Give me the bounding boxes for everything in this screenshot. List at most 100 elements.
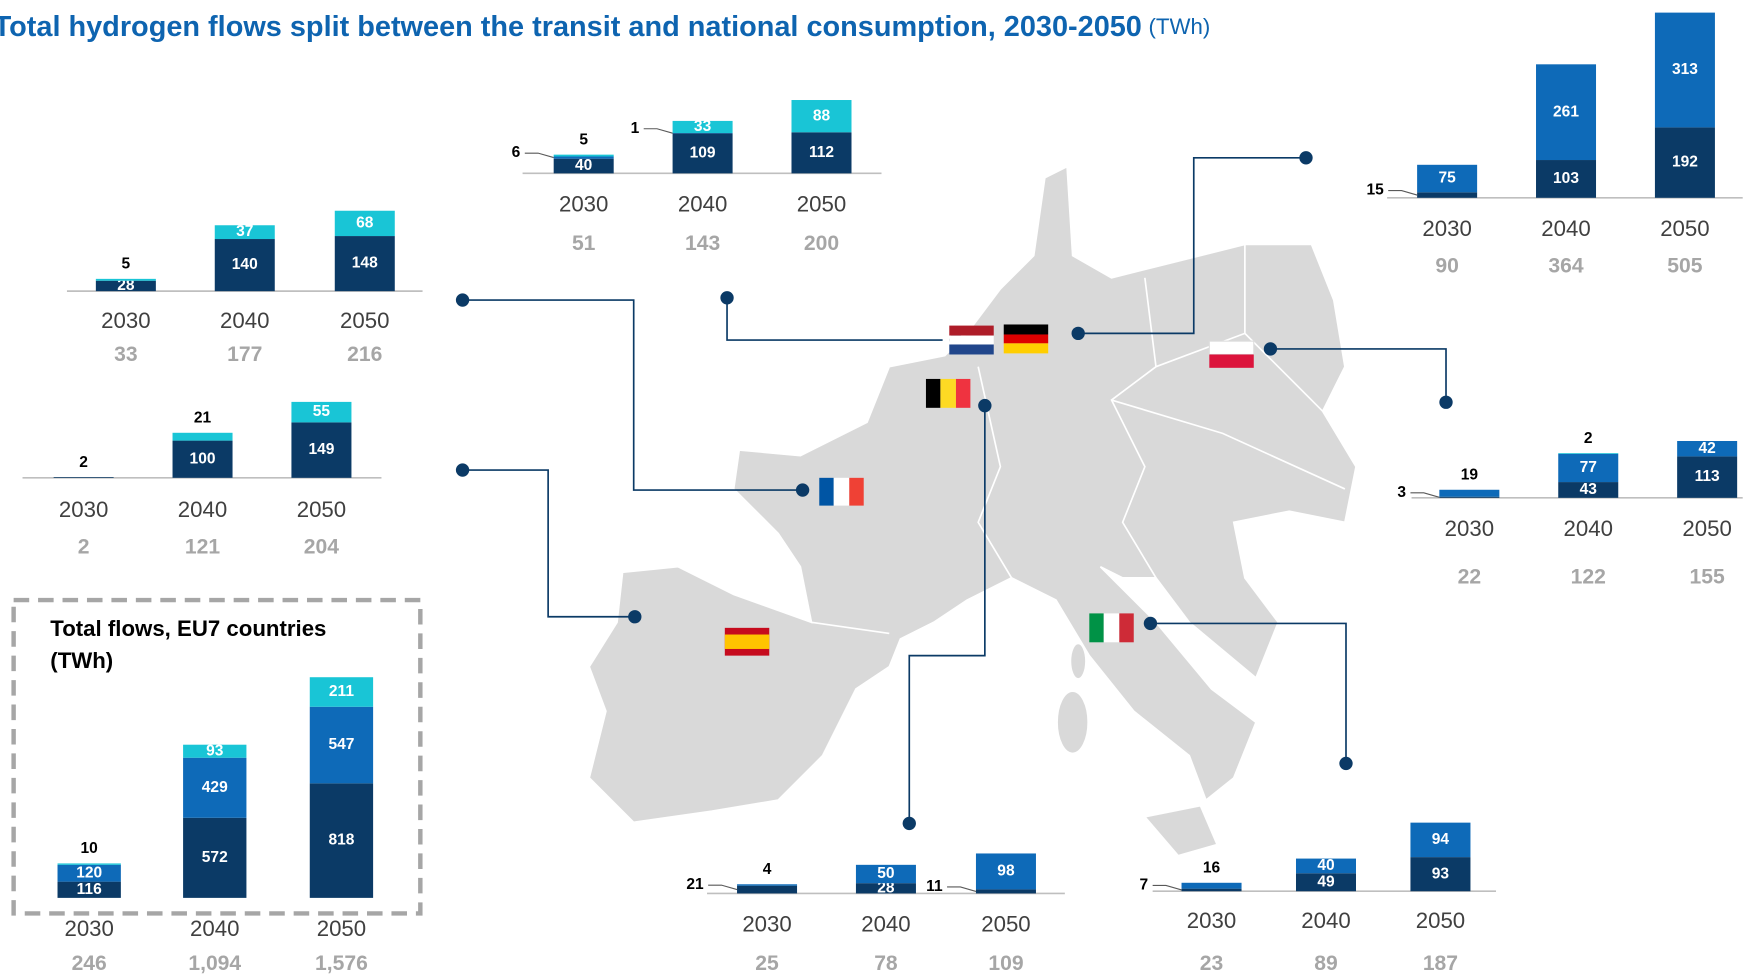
bar-segment [57, 881, 121, 898]
total-label: 78 [874, 952, 898, 975]
bar-segment [975, 853, 1036, 890]
total-label: 22 [1458, 565, 1481, 588]
dot [628, 610, 642, 624]
bar-segment [1536, 64, 1597, 161]
year-label: 2040 [1301, 908, 1350, 933]
segment-label: 2 [1584, 430, 1593, 447]
dot [902, 816, 916, 831]
bar-segment [1417, 164, 1478, 193]
bar-segment [855, 883, 916, 894]
map [588, 165, 1357, 857]
year-label: 2030 [1445, 516, 1494, 541]
year-label: 2050 [1416, 908, 1465, 933]
bar-segment [183, 744, 247, 758]
segment-label: 1 [631, 120, 640, 137]
dot [795, 483, 810, 497]
segment-label: 4 [763, 861, 772, 878]
bar-segment [737, 885, 798, 894]
total-label: 200 [804, 232, 839, 255]
segment-label: 116 [77, 881, 102, 898]
flags [724, 324, 1255, 656]
bar-segment [57, 864, 121, 882]
dot [1339, 756, 1353, 771]
bar-segment [975, 889, 1036, 894]
leader-line [524, 152, 554, 159]
bar-segment [1677, 456, 1738, 498]
segment-label: 40 [1317, 857, 1335, 874]
segment-label: 2 [79, 454, 88, 471]
bar-segment [183, 757, 247, 818]
bar-segment [309, 783, 374, 898]
total-label: 25 [755, 952, 779, 975]
bar-segment [1558, 453, 1619, 454]
segment-label: 37 [236, 223, 253, 240]
segment-label: 120 [76, 864, 102, 881]
bar-segment [1410, 857, 1471, 892]
total-label: 89 [1314, 952, 1337, 975]
dot [1071, 326, 1085, 341]
total-label: 505 [1667, 254, 1702, 277]
segment-label: 55 [313, 403, 331, 420]
bar-segment [1439, 496, 1500, 498]
segment-label: 43 [1580, 481, 1598, 498]
segment-label: 21 [686, 876, 704, 893]
segment-label: 113 [1695, 468, 1720, 485]
bar-segment [1536, 160, 1597, 198]
segment-label: 10 [81, 840, 99, 857]
bar-segment [309, 677, 374, 707]
bar-segment [1654, 127, 1715, 198]
year-label: 2030 [742, 912, 791, 937]
bar-segment [57, 863, 121, 865]
total-label: 177 [227, 343, 262, 366]
total-label: 122 [1571, 565, 1606, 588]
segment-label: 192 [1672, 154, 1698, 171]
total-label: 204 [304, 535, 339, 558]
year-label: 2030 [1422, 216, 1471, 241]
total-label: 23 [1200, 952, 1223, 975]
flag-be [925, 378, 971, 408]
bar-segment [672, 120, 733, 134]
leader-line [708, 884, 738, 891]
bar-segment [1295, 873, 1356, 892]
map-borders [811, 244, 1346, 635]
bar-segment [553, 156, 614, 159]
year-label: 2040 [190, 916, 239, 941]
dot [1143, 616, 1158, 631]
bar-segment [172, 432, 233, 441]
bar-segment [172, 440, 233, 478]
total-label: 216 [347, 343, 382, 366]
year-label: 2050 [1682, 516, 1731, 541]
segment-label: 93 [206, 742, 224, 759]
segment-label: 19 [1461, 466, 1479, 483]
year-label: 2040 [1564, 516, 1613, 541]
connector [726, 297, 943, 341]
bar-segment [672, 133, 733, 174]
segment-label: 6 [512, 144, 521, 161]
flag-es [724, 627, 770, 656]
year-label: 2030 [101, 308, 150, 333]
connector [462, 469, 635, 618]
total-label: 2 [78, 535, 90, 558]
segment-label: 429 [202, 779, 228, 796]
segment-label: 313 [1672, 61, 1698, 78]
map-land [588, 165, 1357, 824]
eu7-subtitle: (TWh) [50, 648, 113, 673]
bar-segment [1439, 489, 1500, 497]
bar-segment [791, 132, 852, 174]
bar-segment [1417, 192, 1478, 198]
segment-label: 77 [1580, 459, 1597, 476]
flag-pl [1208, 340, 1255, 368]
segment-label: 103 [1553, 170, 1579, 187]
bar-segment [95, 278, 156, 281]
segment-label: 28 [877, 879, 895, 896]
sicily [1143, 804, 1219, 857]
total-label: 121 [185, 535, 220, 558]
total-label: 155 [1690, 565, 1725, 588]
total-label: 33 [114, 343, 137, 366]
year-label: 2040 [678, 191, 727, 216]
total-label: 51 [572, 232, 596, 255]
connector [1270, 348, 1447, 403]
segment-label: 3 [1397, 484, 1406, 501]
segment-label: 261 [1553, 103, 1579, 120]
